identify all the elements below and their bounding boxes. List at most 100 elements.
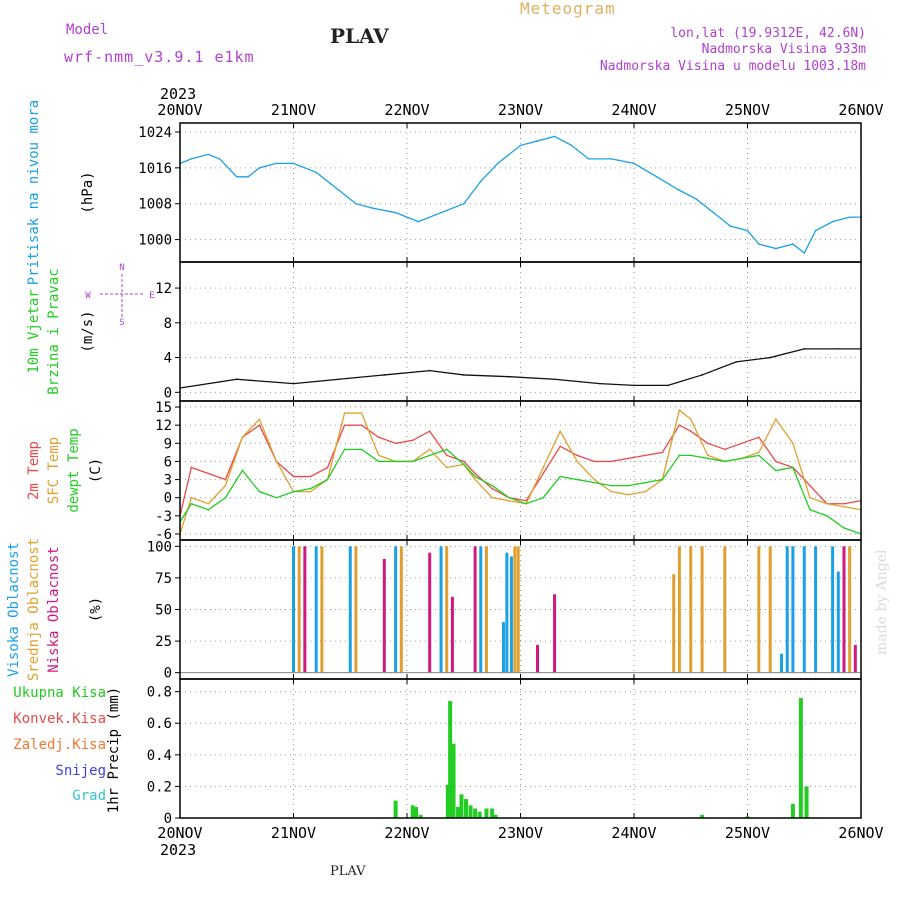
data-point <box>383 374 386 376</box>
bar <box>451 743 456 818</box>
y-tick-label: 1000 <box>138 233 172 249</box>
bar <box>479 546 483 673</box>
y-tick-label: 12 <box>155 281 172 297</box>
bar <box>439 546 443 673</box>
data-point <box>462 460 465 463</box>
bar <box>314 546 318 673</box>
data-point <box>343 448 346 451</box>
data-point <box>247 176 249 178</box>
data-point <box>848 216 851 218</box>
data-point <box>235 378 238 381</box>
data-point <box>775 247 777 250</box>
data-point <box>355 202 357 205</box>
y-tick-label: 9 <box>164 436 172 452</box>
bar <box>791 546 795 673</box>
data-point <box>445 454 448 457</box>
data-point <box>809 484 811 487</box>
data-point <box>689 454 692 457</box>
legend-entry: Grad <box>72 788 106 804</box>
bar <box>456 806 461 818</box>
data-point <box>661 478 664 481</box>
data-point <box>559 445 562 448</box>
data-point <box>207 502 210 505</box>
data-point <box>599 382 601 385</box>
data-point <box>809 508 811 511</box>
y-tick-label: 75 <box>155 571 172 587</box>
y-tick-label: 25 <box>155 634 172 650</box>
bar <box>780 653 784 673</box>
data-point <box>360 424 363 426</box>
y-tick-label: 6 <box>164 454 172 470</box>
legend-entry: Zaledj.Kisa <box>13 737 106 753</box>
x-tick-label-top: 26NOV <box>838 101 883 119</box>
bar <box>757 546 761 673</box>
bar <box>445 784 450 818</box>
x-tick-label-bottom: 25NOV <box>725 824 770 842</box>
bar <box>448 701 453 818</box>
data-point <box>445 466 448 469</box>
data-point <box>593 460 596 463</box>
data-point <box>553 378 556 381</box>
data-point <box>831 220 834 223</box>
y-tick-label: 12 <box>155 418 172 434</box>
bar <box>700 814 705 818</box>
data-point <box>462 202 465 205</box>
bar <box>399 546 403 673</box>
data-point <box>803 252 806 254</box>
bar <box>842 546 846 673</box>
data-point <box>190 158 193 160</box>
data-point <box>735 361 737 363</box>
y-tick-label: 0 <box>164 666 172 682</box>
data-point <box>792 243 794 245</box>
altitude-label: Nadmorska Visina 933m <box>702 42 867 57</box>
data-point <box>508 496 510 499</box>
data-point <box>627 493 630 496</box>
product-label: Meteogram <box>520 0 616 18</box>
data-point <box>559 475 562 478</box>
bar <box>484 808 489 818</box>
bar <box>473 808 478 818</box>
legend-entry: Konvek.Kisa <box>13 711 106 727</box>
data-point <box>741 457 743 460</box>
data-point <box>826 515 828 517</box>
data-point <box>724 448 726 451</box>
compass-south: S <box>119 318 124 328</box>
bar <box>473 546 477 673</box>
data-point <box>224 484 227 487</box>
data-point <box>258 490 261 493</box>
y-axis-label: Srednja Oblacnost <box>26 538 42 681</box>
data-point <box>803 348 806 350</box>
x-tick-label-bottom: 24NOV <box>611 824 656 842</box>
bar <box>509 556 513 673</box>
bar <box>505 552 509 673</box>
data-point <box>826 502 828 505</box>
y-tick-label: 0 <box>164 385 172 401</box>
data-point <box>576 454 579 457</box>
model-label: Model <box>66 22 108 38</box>
data-point <box>241 436 244 439</box>
bar <box>484 546 488 673</box>
data-point <box>758 454 760 457</box>
y-tick-label: 0.2 <box>147 779 172 795</box>
bar <box>700 546 704 673</box>
data-point <box>338 189 340 192</box>
data-point <box>258 424 261 426</box>
y-axis-label: (%) <box>88 597 104 622</box>
bar <box>414 806 419 818</box>
data-point <box>689 430 692 433</box>
data-point <box>706 457 709 460</box>
bar <box>804 786 809 818</box>
bar <box>297 546 301 673</box>
data-point <box>241 469 244 472</box>
y-axis-label: Pritisak na nivou mora <box>26 100 42 285</box>
y-axis-label: Visoka Oblacnost <box>6 542 22 677</box>
data-point <box>394 442 397 445</box>
data-point <box>360 448 363 451</box>
y-tick-label: -6 <box>155 527 172 543</box>
y-tick-label: 0.6 <box>147 716 172 732</box>
data-point <box>224 478 227 481</box>
y-axis-label: (C) <box>88 458 104 483</box>
data-point <box>593 478 596 481</box>
bar <box>468 805 473 818</box>
